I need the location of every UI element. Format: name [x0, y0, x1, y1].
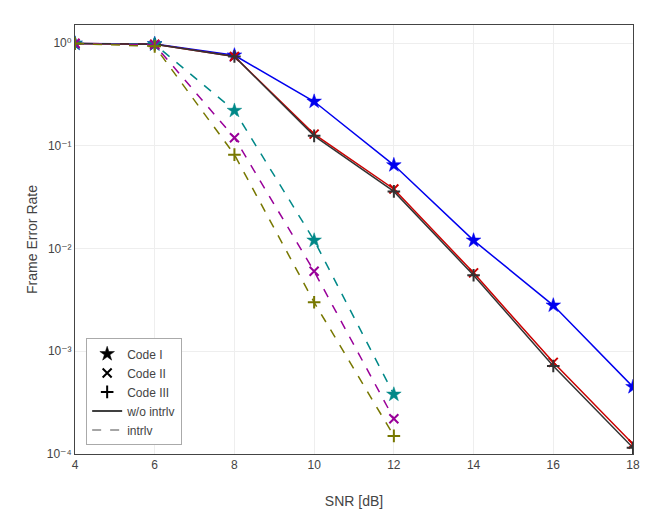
svg-text:14: 14 — [467, 458, 481, 472]
svg-text:12: 12 — [387, 458, 401, 472]
svg-text:intrlv: intrlv — [127, 424, 152, 438]
svg-text:Code I: Code I — [127, 348, 162, 362]
svg-text:Code III: Code III — [127, 386, 169, 400]
svg-text:16: 16 — [547, 458, 561, 472]
svg-text:6: 6 — [151, 458, 158, 472]
svg-text:SNR [dB]: SNR [dB] — [325, 493, 383, 509]
svg-text:10⁻¹: 10⁻¹ — [48, 139, 72, 153]
svg-text:4: 4 — [72, 458, 79, 472]
svg-text:18: 18 — [626, 458, 640, 472]
svg-text:Code II: Code II — [127, 367, 166, 381]
svg-text:w/o intrlv: w/o intrlv — [126, 405, 174, 419]
svg-text:8: 8 — [231, 458, 238, 472]
svg-text:10⁻⁴: 10⁻⁴ — [47, 447, 72, 461]
svg-text:10⁻³: 10⁻³ — [48, 344, 72, 358]
svg-text:10: 10 — [307, 458, 321, 472]
svg-text:10⁻²: 10⁻² — [48, 242, 72, 256]
svg-text:10⁰: 10⁰ — [53, 36, 71, 50]
svg-text:Frame Error Rate: Frame Error Rate — [24, 185, 40, 294]
